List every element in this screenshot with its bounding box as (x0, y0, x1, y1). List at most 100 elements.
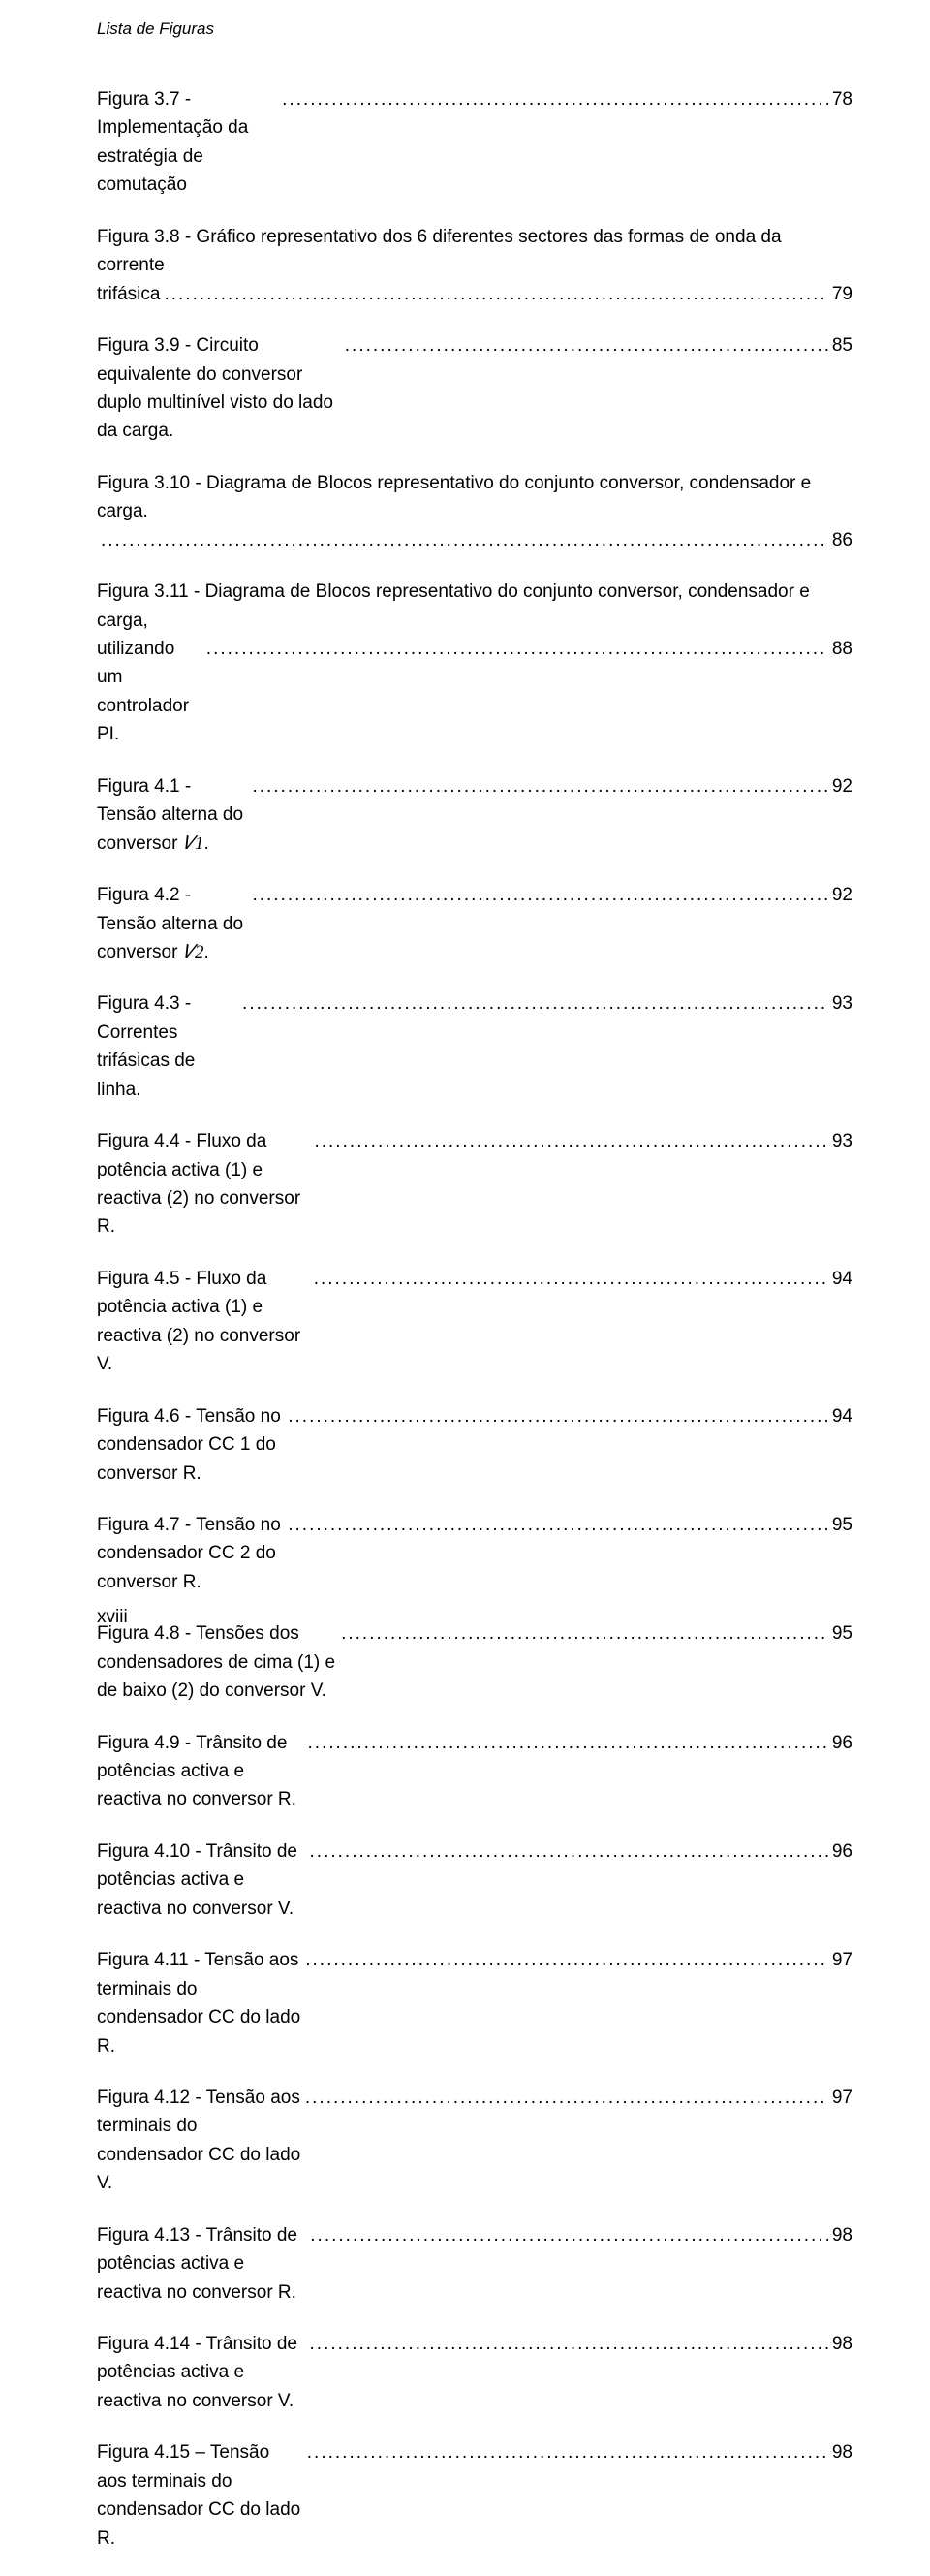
toc-entry-label: trifásica (97, 280, 160, 308)
toc-entry-line: Figura 3.7 - Implementação da estratégia… (97, 85, 852, 200)
toc-entry-text-line: Figura 3.11 - Diagrama de Blocos represe… (97, 578, 852, 635)
toc-entry-page: 96 (828, 1729, 852, 1757)
toc-entry: Figura 3.9 - Circuito equivalente do con… (97, 331, 852, 446)
toc-entry: Figura 4.10 - Trânsito de potências acti… (97, 1838, 852, 1923)
page-number: xviii (97, 1607, 128, 1628)
toc-entry-line: Figura 4.14 - Trânsito de potências acti… (97, 2330, 852, 2415)
toc-entry: Figura 3.7 - Implementação da estratégia… (97, 85, 852, 200)
toc-entry-line: Figura 3.9 - Circuito equivalente do con… (97, 331, 852, 446)
toc-entry-page: 79 (828, 280, 852, 308)
dot-leader (306, 2330, 828, 2358)
toc-entry: Figura 4.9 - Trânsito de potências activ… (97, 1729, 852, 1814)
dot-leader (284, 1402, 828, 1430)
toc-entry-label: Figura 4.5 - Fluxo da potência activa (1… (97, 1265, 310, 1379)
toc-entry-page: 93 (828, 990, 852, 1018)
toc-entry-label: Figura 4.14 - Trânsito de potências acti… (97, 2330, 306, 2415)
toc-entry: Figura 4.5 - Fluxo da potência activa (1… (97, 1265, 852, 1379)
toc-entry-label: Figura 4.8 - Tensões dos condensadores d… (97, 1619, 337, 1705)
toc-entry-page: 97 (828, 1946, 852, 1974)
toc-entry-line: Figura 4.3 - Correntes trifásicas de lin… (97, 990, 852, 1104)
toc-entry-line: Figura 4.8 - Tensões dos condensadores d… (97, 1619, 852, 1705)
math-variable: 𝑉2 (183, 942, 204, 962)
running-head: Lista de Figuras (97, 19, 852, 39)
toc-entry-line: Figura 4.11 - Tensão aos terminais do co… (97, 1946, 852, 2060)
dot-leader (310, 1127, 827, 1155)
math-variable: 𝑉1 (183, 833, 204, 854)
dot-leader (97, 526, 828, 554)
dot-leader (284, 1511, 828, 1539)
toc-entry-line: Figura 4.7 - Tensão no condensador CC 2 … (97, 1511, 852, 1596)
toc-entry-page: 95 (828, 1511, 852, 1539)
dot-leader (301, 2084, 828, 2112)
toc-entry-line: trifásica 79 (97, 280, 852, 308)
dot-leader (306, 1838, 828, 1866)
toc-entry-trail: . (203, 833, 208, 854)
toc-entry-label: Figura 4.7 - Tensão no condensador CC 2 … (97, 1511, 284, 1596)
dot-leader (238, 990, 828, 1018)
toc-entry-label: Figura 4.9 - Trânsito de potências activ… (97, 1729, 303, 1814)
toc-entry-line: Figura 4.4 - Fluxo da potência activa (1… (97, 1127, 852, 1241)
toc-entry: Figura 4.15 – Tensão aos terminais do co… (97, 2438, 852, 2553)
dot-leader (301, 1946, 828, 1974)
toc-entry-page: 98 (828, 2330, 852, 2358)
toc-entry-page: 94 (828, 1265, 852, 1293)
toc-entry: Figura 4.12 - Tensão aos terminais do co… (97, 2084, 852, 2198)
toc-entry-line: Figura 4.15 – Tensão aos terminais do co… (97, 2438, 852, 2553)
toc-entry: Figura 4.11 - Tensão aos terminais do co… (97, 1946, 852, 2060)
dot-leader (248, 881, 827, 909)
toc-entry-line: Figura 4.1 - Tensão alterna do conversor… (97, 772, 852, 858)
toc-entry-page: 92 (828, 772, 852, 801)
toc-entry: Figura 4.4 - Fluxo da potência activa (1… (97, 1127, 852, 1241)
toc-entry: Figura 4.13 - Trânsito de potências acti… (97, 2221, 852, 2307)
toc-entry-page: 78 (828, 85, 852, 113)
toc-entry: Figura 3.10 - Diagrama de Blocos represe… (97, 469, 852, 554)
toc-entry-line: utilizando um controlador PI.88 (97, 635, 852, 749)
toc-entry-line: Figura 4.5 - Fluxo da potência activa (1… (97, 1265, 852, 1379)
toc-entry-line: Figura 4.6 - Tensão no condensador CC 1 … (97, 1402, 852, 1488)
toc-entry-line: Figura 4.12 - Tensão aos terminais do co… (97, 2084, 852, 2198)
dot-leader (306, 2221, 828, 2249)
dot-leader (337, 1619, 828, 1648)
toc-entry: Figura 3.8 - Gráfico representativo dos … (97, 223, 852, 308)
toc-entry-label: Figura 4.11 - Tensão aos terminais do co… (97, 1946, 301, 2060)
toc-entry-page: 97 (828, 2084, 852, 2112)
dot-leader (310, 1265, 828, 1293)
toc-entry-line: Figura 4.9 - Trânsito de potências activ… (97, 1729, 852, 1814)
toc-entry: Figura 4.6 - Tensão no condensador CC 1 … (97, 1402, 852, 1488)
toc-entry: Figura 3.11 - Diagrama de Blocos represe… (97, 578, 852, 749)
dot-leader (303, 2438, 828, 2466)
toc-entry-label: Figura 3.9 - Circuito equivalente do con… (97, 331, 341, 446)
toc-entry-label: Figura 4.12 - Tensão aos terminais do co… (97, 2084, 301, 2198)
toc-entry-page: 96 (828, 1838, 852, 1866)
toc-entry-label: Figura 3.7 - Implementação da estratégia… (97, 85, 278, 200)
toc-entry-label: utilizando um controlador PI. (97, 635, 202, 749)
toc-entry-label: Figura 4.3 - Correntes trifásicas de lin… (97, 990, 238, 1104)
toc-entry-page: 85 (828, 331, 852, 360)
toc-entry-page: 98 (828, 2438, 852, 2466)
toc-entry-label: Figura 4.1 - Tensão alterna do conversor… (97, 772, 248, 858)
toc-entry-text-line: Figura 3.8 - Gráfico representativo dos … (97, 223, 852, 280)
toc-entry-label: Figura 4.10 - Trânsito de potências acti… (97, 1838, 306, 1923)
toc-entry: Figura 4.2 - Tensão alterna do conversor… (97, 881, 852, 966)
dot-leader (160, 280, 827, 308)
toc-entry-label: Figura 4.13 - Trânsito de potências acti… (97, 2221, 306, 2307)
toc-entry-line: Figura 4.2 - Tensão alterna do conversor… (97, 881, 852, 966)
toc-entry-label: Figura 4.2 - Tensão alterna do conversor… (97, 881, 248, 966)
toc-entry: Figura 4.8 - Tensões dos condensadores d… (97, 1619, 852, 1705)
dot-leader (248, 772, 827, 801)
toc-entry-line: Figura 4.10 - Trânsito de potências acti… (97, 1838, 852, 1923)
page-container: Lista de Figuras Figura 3.7 - Implementa… (0, 0, 930, 1665)
toc-entry-line: 86 (97, 526, 852, 554)
toc-entry-label: Figura 4.4 - Fluxo da potência activa (1… (97, 1127, 310, 1241)
toc-entry-line: Figura 4.13 - Trânsito de potências acti… (97, 2221, 852, 2307)
toc-entry-page: 94 (828, 1402, 852, 1430)
toc-entry-page: 86 (828, 526, 852, 554)
dot-leader (202, 635, 828, 663)
toc-entry-page: 92 (828, 881, 852, 909)
toc-entry: Figura 4.1 - Tensão alterna do conversor… (97, 772, 852, 858)
toc-entry-text-line: Figura 3.10 - Diagrama de Blocos represe… (97, 469, 852, 526)
toc-entry-page: 95 (828, 1619, 852, 1648)
toc-entry-label: Figura 4.6 - Tensão no condensador CC 1 … (97, 1402, 284, 1488)
dot-leader (303, 1729, 827, 1757)
toc-entry-page: 93 (828, 1127, 852, 1155)
